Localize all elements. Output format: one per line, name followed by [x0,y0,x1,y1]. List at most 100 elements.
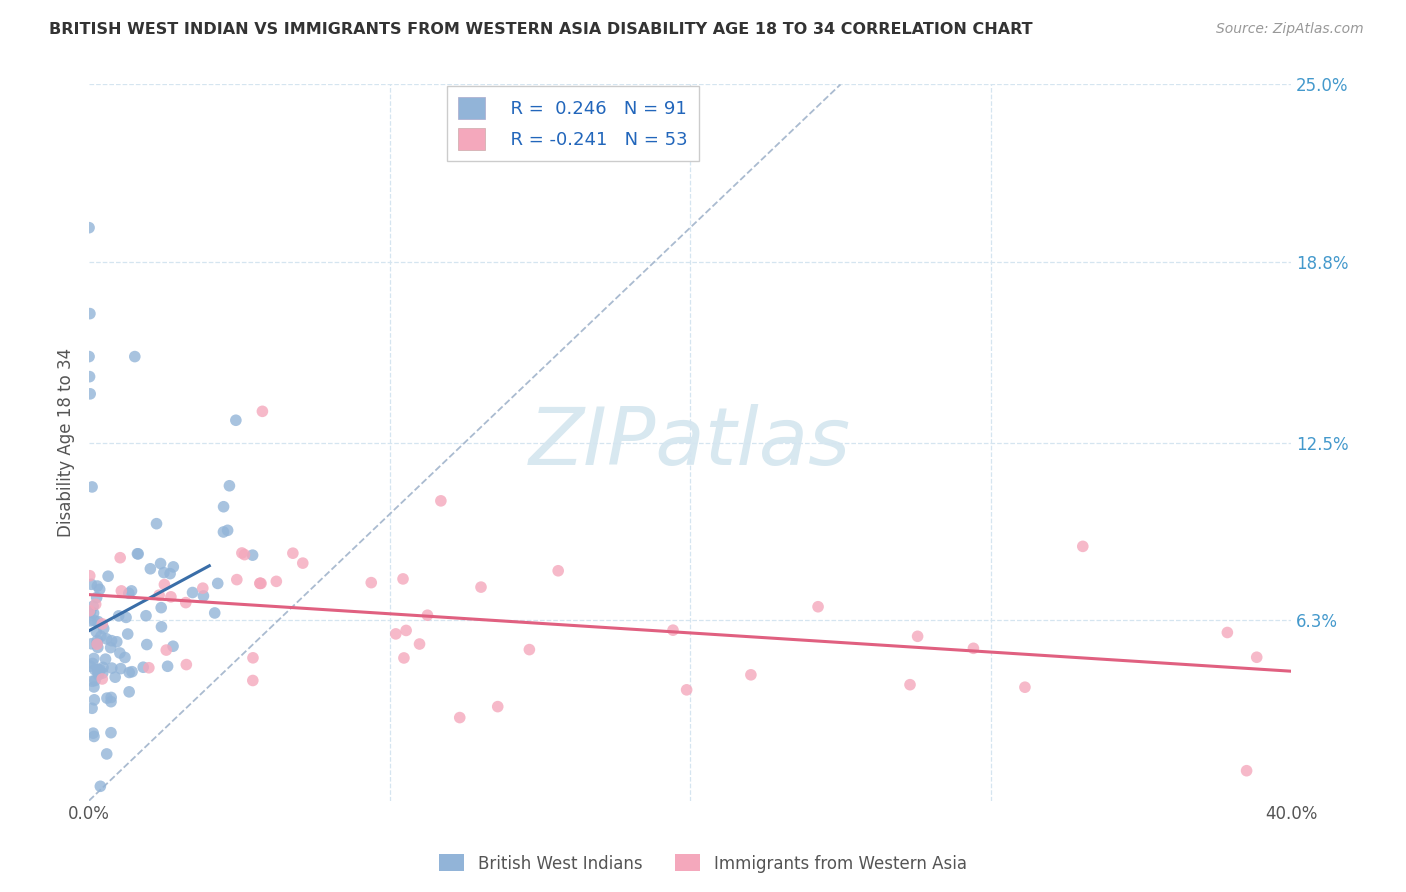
Point [470,580,492,594]
Point [93,622,115,636]
Point [1071,540,1094,554]
Point [159,566,181,581]
Legend:   R =  0.246   N = 91,   R = -0.241   N = 53: R = 0.246 N = 91, R = -0.241 N = 53 [447,87,699,161]
Point [217,524,239,538]
Point [89,663,111,677]
Point [82,657,104,671]
Text: ZIPatlas: ZIPatlas [529,403,851,482]
Point [153,577,176,591]
Point [547,564,569,578]
Point [218,479,240,493]
Point [392,572,415,586]
Point [79,307,101,321]
Point [79,369,101,384]
Legend: British West Indians, Immigrants from Western Asia: British West Indians, Immigrants from We… [433,847,973,880]
Point [91,660,114,674]
Point [115,610,138,624]
Point [87,668,110,682]
Point [250,576,273,591]
Point [86,579,108,593]
Point [84,673,107,688]
Point [193,589,215,603]
Point [281,546,304,560]
Point [107,608,129,623]
Point [83,680,105,694]
Point [86,591,108,605]
Point [79,659,101,673]
Point [87,640,110,655]
Point [110,662,132,676]
Point [145,516,167,531]
Point [153,566,176,580]
Point [97,569,120,583]
Point [150,600,173,615]
Point [1216,625,1239,640]
Point [231,546,253,560]
Point [114,650,136,665]
Point [249,576,271,591]
Point [121,583,143,598]
Point [225,413,247,427]
Point [907,629,929,643]
Point [242,650,264,665]
Point [79,614,101,628]
Point [127,547,149,561]
Point [96,632,118,646]
Point [84,597,107,611]
Point [160,590,183,604]
Point [408,637,430,651]
Point [149,557,172,571]
Point [291,556,314,570]
Point [252,404,274,418]
Point [207,576,229,591]
Point [204,606,226,620]
Point [124,350,146,364]
Point [127,547,149,561]
Point [242,548,264,562]
Point [360,575,382,590]
Point [82,599,104,614]
Point [80,701,103,715]
Point [266,574,288,589]
Point [212,524,235,539]
Point [87,615,110,629]
Point [675,682,697,697]
Point [90,629,112,643]
Point [91,616,114,631]
Point [79,605,101,619]
Point [395,624,418,638]
Point [83,614,105,628]
Point [80,480,103,494]
Point [156,659,179,673]
Point [105,634,128,648]
Point [486,699,509,714]
Point [89,582,111,597]
Point [191,581,214,595]
Point [100,640,122,655]
Point [181,585,204,599]
Point [385,627,408,641]
Point [82,726,104,740]
Point [162,560,184,574]
Point [83,651,105,665]
Point [83,730,105,744]
Point [100,633,122,648]
Point [104,670,127,684]
Point [121,665,143,679]
Point [519,642,541,657]
Point [132,660,155,674]
Point [79,568,101,582]
Point [77,220,100,235]
Point [740,668,762,682]
Point [430,493,453,508]
Point [135,638,157,652]
Point [101,661,124,675]
Point [108,550,131,565]
Point [87,663,110,677]
Point [80,637,103,651]
Point [86,633,108,648]
Point [1246,650,1268,665]
Point [416,608,439,623]
Point [100,690,122,705]
Point [139,562,162,576]
